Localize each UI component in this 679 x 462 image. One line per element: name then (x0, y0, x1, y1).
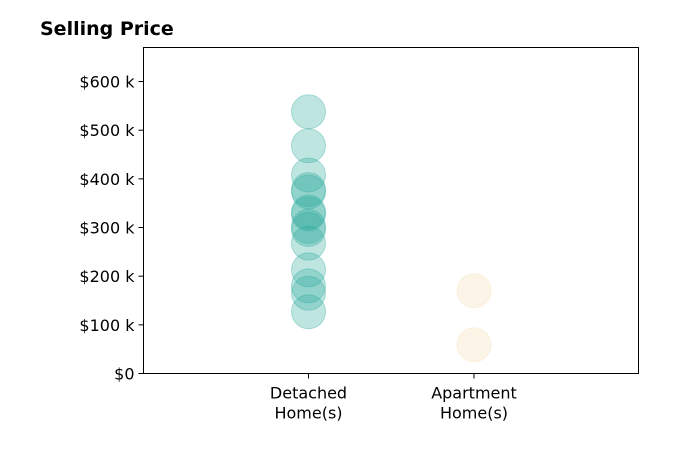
y-axis: $0 $100 k $200 k $300 k $400 k $500 k $600 k (79, 73, 144, 384)
x-tick-label: Apartment Home(s) (431, 384, 517, 423)
data-point (291, 211, 326, 247)
data-point (291, 294, 326, 330)
y-tick-label: $600 k (79, 73, 135, 92)
data-point (291, 172, 326, 208)
data-point (291, 209, 326, 245)
data-point (291, 196, 326, 232)
x-axis: Detached Home(s) Apartment Home(s) (270, 373, 517, 423)
data-point (291, 225, 326, 261)
plot-area-frame (143, 47, 639, 374)
y-tick-label: $100 k (79, 316, 135, 335)
data-point (291, 128, 326, 164)
data-point (291, 268, 326, 304)
data-point (456, 273, 492, 309)
x-tick-label: Detached Home(s) (270, 384, 347, 423)
y-tick-label: $200 k (79, 267, 135, 286)
y-tick-label: $500 k (79, 121, 135, 140)
data-point (291, 275, 326, 311)
y-tick-label: $400 k (79, 170, 135, 189)
data-point (291, 252, 326, 288)
data-point (291, 94, 326, 130)
data-point (291, 157, 326, 193)
data-point (456, 327, 492, 363)
chart-title: Selling Price (40, 18, 174, 40)
y-tick-label: $0 (114, 365, 134, 384)
data-point (291, 194, 326, 230)
data-point (291, 174, 326, 210)
data-points (291, 94, 492, 363)
y-tick-label: $300 k (79, 219, 135, 238)
